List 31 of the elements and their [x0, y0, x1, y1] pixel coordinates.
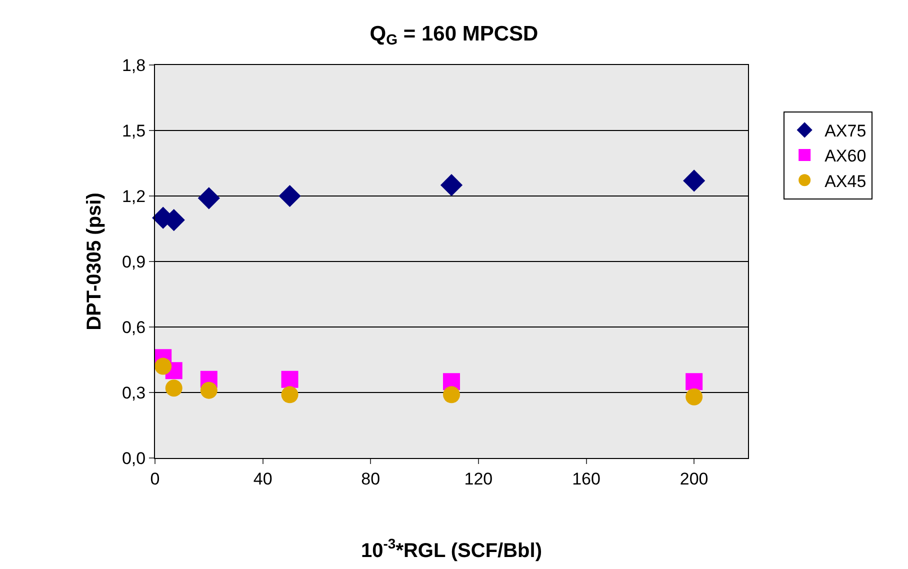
y-tick-label: 1,2	[122, 186, 146, 206]
point	[686, 373, 703, 390]
x-axis-title: 10$^{-3}$*RGL (SCF/Bbl)	[361, 536, 542, 562]
y-tick-label: 0,0	[122, 448, 146, 468]
point	[200, 382, 218, 399]
x-tick-label: 80	[361, 469, 380, 488]
point	[443, 386, 460, 404]
point	[154, 358, 172, 375]
point	[440, 174, 463, 196]
x-tick-label: 120	[464, 469, 493, 488]
point	[686, 388, 703, 406]
y-tick-label: 0,9	[122, 252, 146, 272]
y-tick-label: 1,5	[122, 121, 146, 140]
point	[281, 386, 298, 404]
x-tick-label: 0	[150, 469, 160, 488]
y-tick-label: 0,6	[122, 318, 146, 337]
point	[278, 184, 301, 208]
legend-label: AX60	[824, 146, 866, 166]
point	[281, 370, 298, 388]
y-tick-label: 1,8	[122, 56, 146, 75]
x-tick-label: 40	[253, 469, 272, 488]
x-tick-label: 160	[572, 469, 600, 488]
legend-label: AX75	[824, 122, 866, 141]
x-tick-label: 200	[680, 469, 708, 488]
point	[683, 170, 706, 192]
point	[198, 187, 220, 210]
point	[165, 380, 182, 397]
chart-title: Q$_{G}$ = 160 MPCSD	[370, 22, 538, 49]
y-tick-label: 0,3	[122, 383, 146, 402]
y-axis-title: DPT-0305 (psi)	[83, 192, 106, 330]
legend-label: AX45	[824, 172, 866, 191]
